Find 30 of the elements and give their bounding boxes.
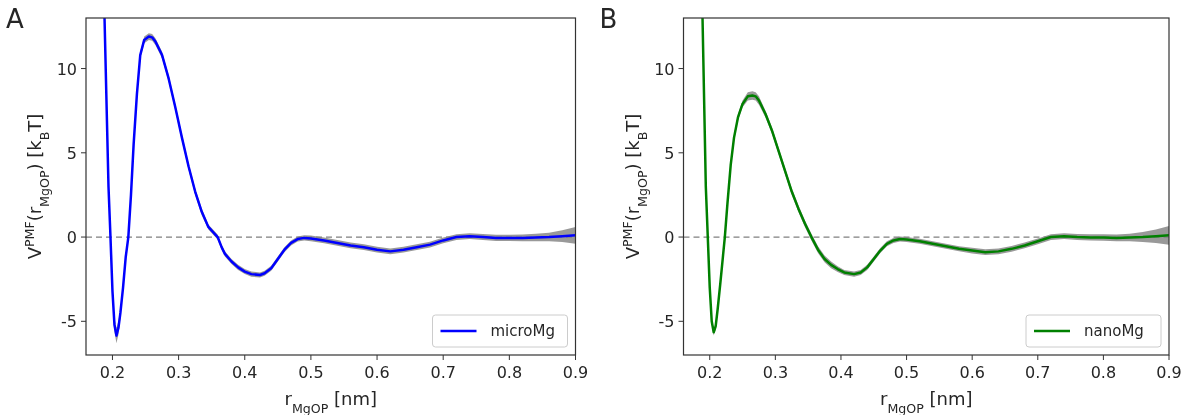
x-tick-label: 0.6 bbox=[959, 363, 985, 382]
x-tick-label: 0.6 bbox=[364, 363, 390, 382]
y-tick-label: 10 bbox=[56, 59, 77, 79]
x-tick-label: 0.2 bbox=[99, 363, 126, 382]
x-axis-title: r$_{MgOP}$ [nm] bbox=[880, 388, 973, 415]
y-tick-label: 5 bbox=[664, 143, 675, 163]
y-tick-label: 5 bbox=[66, 143, 77, 163]
x-tick-label: 0.3 bbox=[762, 363, 789, 382]
y-tick-label: 0 bbox=[664, 228, 675, 248]
x-tick-label: 0.8 bbox=[496, 363, 523, 382]
x-tick-label: 0.4 bbox=[828, 363, 854, 382]
x-tick-label: 0.7 bbox=[430, 363, 456, 382]
chart-title: B bbox=[599, 4, 618, 34]
y-tick-label: 0 bbox=[66, 228, 77, 248]
x-tick-label: 0.2 bbox=[697, 363, 723, 382]
x-tick-label: 0.3 bbox=[165, 363, 192, 382]
x-tick-label: 0.4 bbox=[232, 363, 258, 382]
y-tick-label: -5 bbox=[61, 312, 77, 332]
x-tick-label: 0.8 bbox=[1090, 363, 1117, 382]
legend-label: nanoMg bbox=[1084, 322, 1144, 340]
x-tick-label: 0.9 bbox=[562, 363, 589, 382]
x-axis-title: r$_{MgOP}$ [nm] bbox=[284, 388, 377, 415]
x-tick-label: 0.5 bbox=[298, 363, 324, 382]
y-tick-label: -5 bbox=[658, 312, 675, 332]
y-tick-label: 10 bbox=[654, 59, 675, 79]
x-tick-label: 0.7 bbox=[1025, 363, 1051, 382]
x-tick-label: 0.9 bbox=[1156, 363, 1182, 382]
chart-title: A bbox=[6, 4, 24, 34]
x-tick-label: 0.5 bbox=[893, 363, 920, 382]
legend-label: microMg bbox=[490, 322, 556, 340]
